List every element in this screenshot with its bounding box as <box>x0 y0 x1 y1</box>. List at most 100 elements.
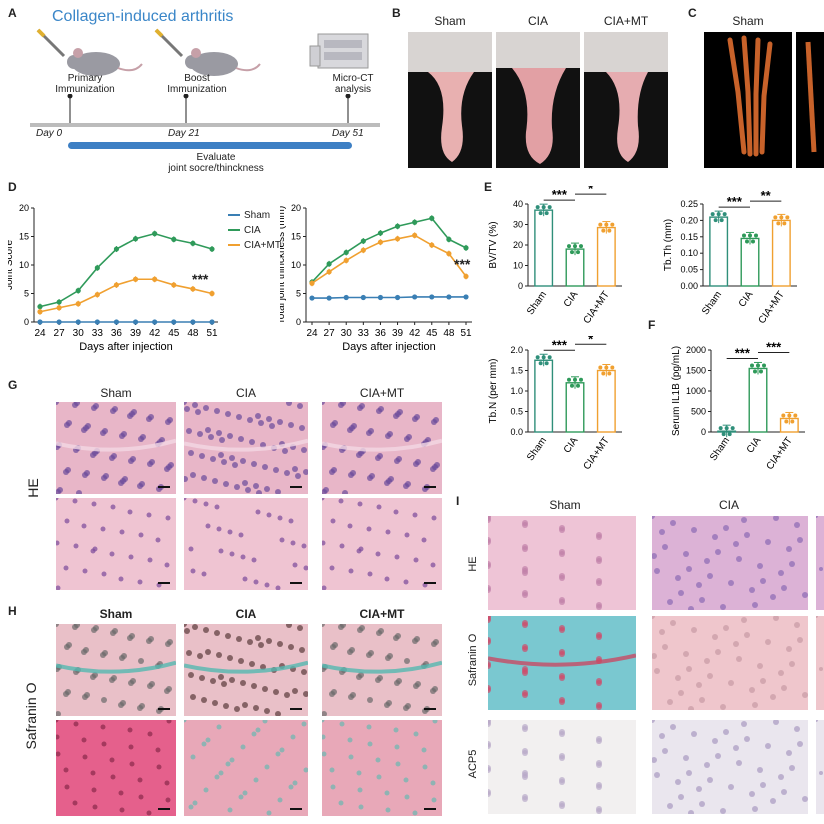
y-tick-label: 10 <box>513 261 523 271</box>
data-point <box>326 269 332 275</box>
sig-label: * <box>588 186 594 196</box>
data-dot <box>573 244 577 249</box>
evaluate-label: Evaluate joint socre/thinckness <box>168 152 264 174</box>
whole-joint-tile-0-sham <box>488 516 636 610</box>
data-dot <box>756 363 760 368</box>
panel-e-label: E <box>484 180 493 194</box>
y-tick-label: 0.5 <box>510 407 523 417</box>
panel-d-label: D <box>8 180 17 194</box>
data-dot <box>607 228 612 233</box>
y-tick-label: 1.0 <box>510 386 523 396</box>
bar-cia-mt <box>596 369 616 433</box>
data-dot <box>776 221 781 226</box>
he-cartilage-tile-2 <box>322 498 442 590</box>
x-tick-label: CIA+MT <box>582 289 612 326</box>
joint-thickness-chart: 0 5 10 15 20 24 27 30 33 36 39 42 45 48 51 Days after i… <box>280 203 472 353</box>
data-dot <box>742 233 746 238</box>
data-point <box>171 236 177 242</box>
y-axis-label: Serum IL1B (pg/mL) <box>671 346 682 436</box>
paw-photo-cia-mt <box>584 32 668 168</box>
il1b-chart: 0 500 1000 1500 2000 Serum IL1B (pg/mL) Sham CI… <box>671 339 805 472</box>
timeline-axis <box>30 94 380 149</box>
legend-item-sham: Sham <box>228 208 281 223</box>
data-dot <box>762 363 766 368</box>
data-dot <box>748 233 752 238</box>
x-tick-label: CIA <box>562 289 581 309</box>
data-point <box>429 215 435 221</box>
data-point <box>37 319 43 325</box>
data-point <box>377 239 384 245</box>
data-point <box>113 282 120 288</box>
y-axis-label: Joint Score <box>8 240 15 290</box>
safranin-joint-tile-1 <box>184 624 308 716</box>
panel-f-label: F <box>648 318 656 332</box>
y-tick-label: 10 <box>291 260 301 270</box>
data-point <box>446 251 452 257</box>
panel-i-group-sham: Sham <box>549 498 581 512</box>
x-tick-label: CIA+MT <box>582 435 612 472</box>
data-dot <box>576 383 580 388</box>
panel-h-stain-label: Safranin O <box>23 682 39 750</box>
y-tick-label: 0 <box>24 317 29 327</box>
safranin-cartilage-tile-1 <box>184 720 308 816</box>
data-point <box>394 236 401 242</box>
data-point <box>343 294 349 301</box>
data-dot <box>547 355 552 360</box>
safranin-cartilage-tile-0 <box>56 720 176 816</box>
data-dot <box>610 365 615 370</box>
x-tick-label: CIA <box>737 289 756 309</box>
bar-cia <box>565 382 585 433</box>
data-dot <box>719 218 724 223</box>
data-point <box>171 282 177 288</box>
panel-b-group-cia: CIA <box>527 14 548 28</box>
bar-cia <box>748 367 768 433</box>
panel-i-group-cia: CIA <box>718 498 739 512</box>
data-point <box>190 240 196 246</box>
data-point <box>132 319 139 325</box>
y-tick-label: 500 <box>691 407 706 417</box>
x-tick-label: CIA <box>745 435 764 455</box>
panel-b-group-cia-mt: CIA+MT <box>603 14 649 28</box>
bar-cia <box>740 237 760 287</box>
data-dot <box>601 371 606 376</box>
data-dot <box>541 205 546 210</box>
panel-a-title: Collagen-induced arthritis <box>52 8 234 25</box>
he-joint-tile-2 <box>322 402 442 494</box>
panel-i-label: I <box>456 494 460 508</box>
panel-a-label: A <box>8 6 17 20</box>
panel-c-group-sham: Sham <box>732 14 764 28</box>
data-point <box>152 276 158 282</box>
x-tick-label: 42 <box>409 328 421 339</box>
x-tick-label: Sham <box>525 289 549 317</box>
x-tick-label: 39 <box>130 328 142 339</box>
data-dot <box>730 426 735 431</box>
y-tick-label: 5 <box>24 289 29 299</box>
data-dot <box>790 419 795 424</box>
tbth-chart: 0.00 0.05 0.10 0.15 0.20 0.25 Tb.Th (mm) Sham CI… <box>663 188 797 326</box>
whole-joint-tile-1-sham <box>488 616 636 710</box>
data-dot <box>727 432 732 437</box>
data-dot <box>541 355 546 360</box>
data-dot <box>610 222 615 227</box>
x-tick-label: 36 <box>375 328 387 339</box>
bar-cia-mt <box>596 226 616 287</box>
panel-h-group-cia: CIA <box>235 607 257 621</box>
bar-sham <box>534 209 554 287</box>
data-dot <box>716 212 721 217</box>
he-joint-tile-0 <box>56 402 176 494</box>
day0-label: Day 0 <box>36 128 63 139</box>
data-point <box>56 305 62 311</box>
panel-b-label: B <box>392 6 401 20</box>
y-tick-label: 1500 <box>686 366 706 376</box>
data-point <box>463 273 469 279</box>
y-tick-label: 5 <box>296 289 301 299</box>
whole-joint-tile-2-cia-mt <box>816 720 824 814</box>
data-point <box>209 319 215 325</box>
data-point <box>132 276 139 282</box>
x-tick-label: CIA <box>562 435 581 455</box>
sig-label: ** <box>761 188 772 203</box>
y-tick-label: 20 <box>513 240 523 250</box>
safranin-joint-tile-2 <box>322 624 442 716</box>
y-tick-label: 0.20 <box>680 215 698 225</box>
